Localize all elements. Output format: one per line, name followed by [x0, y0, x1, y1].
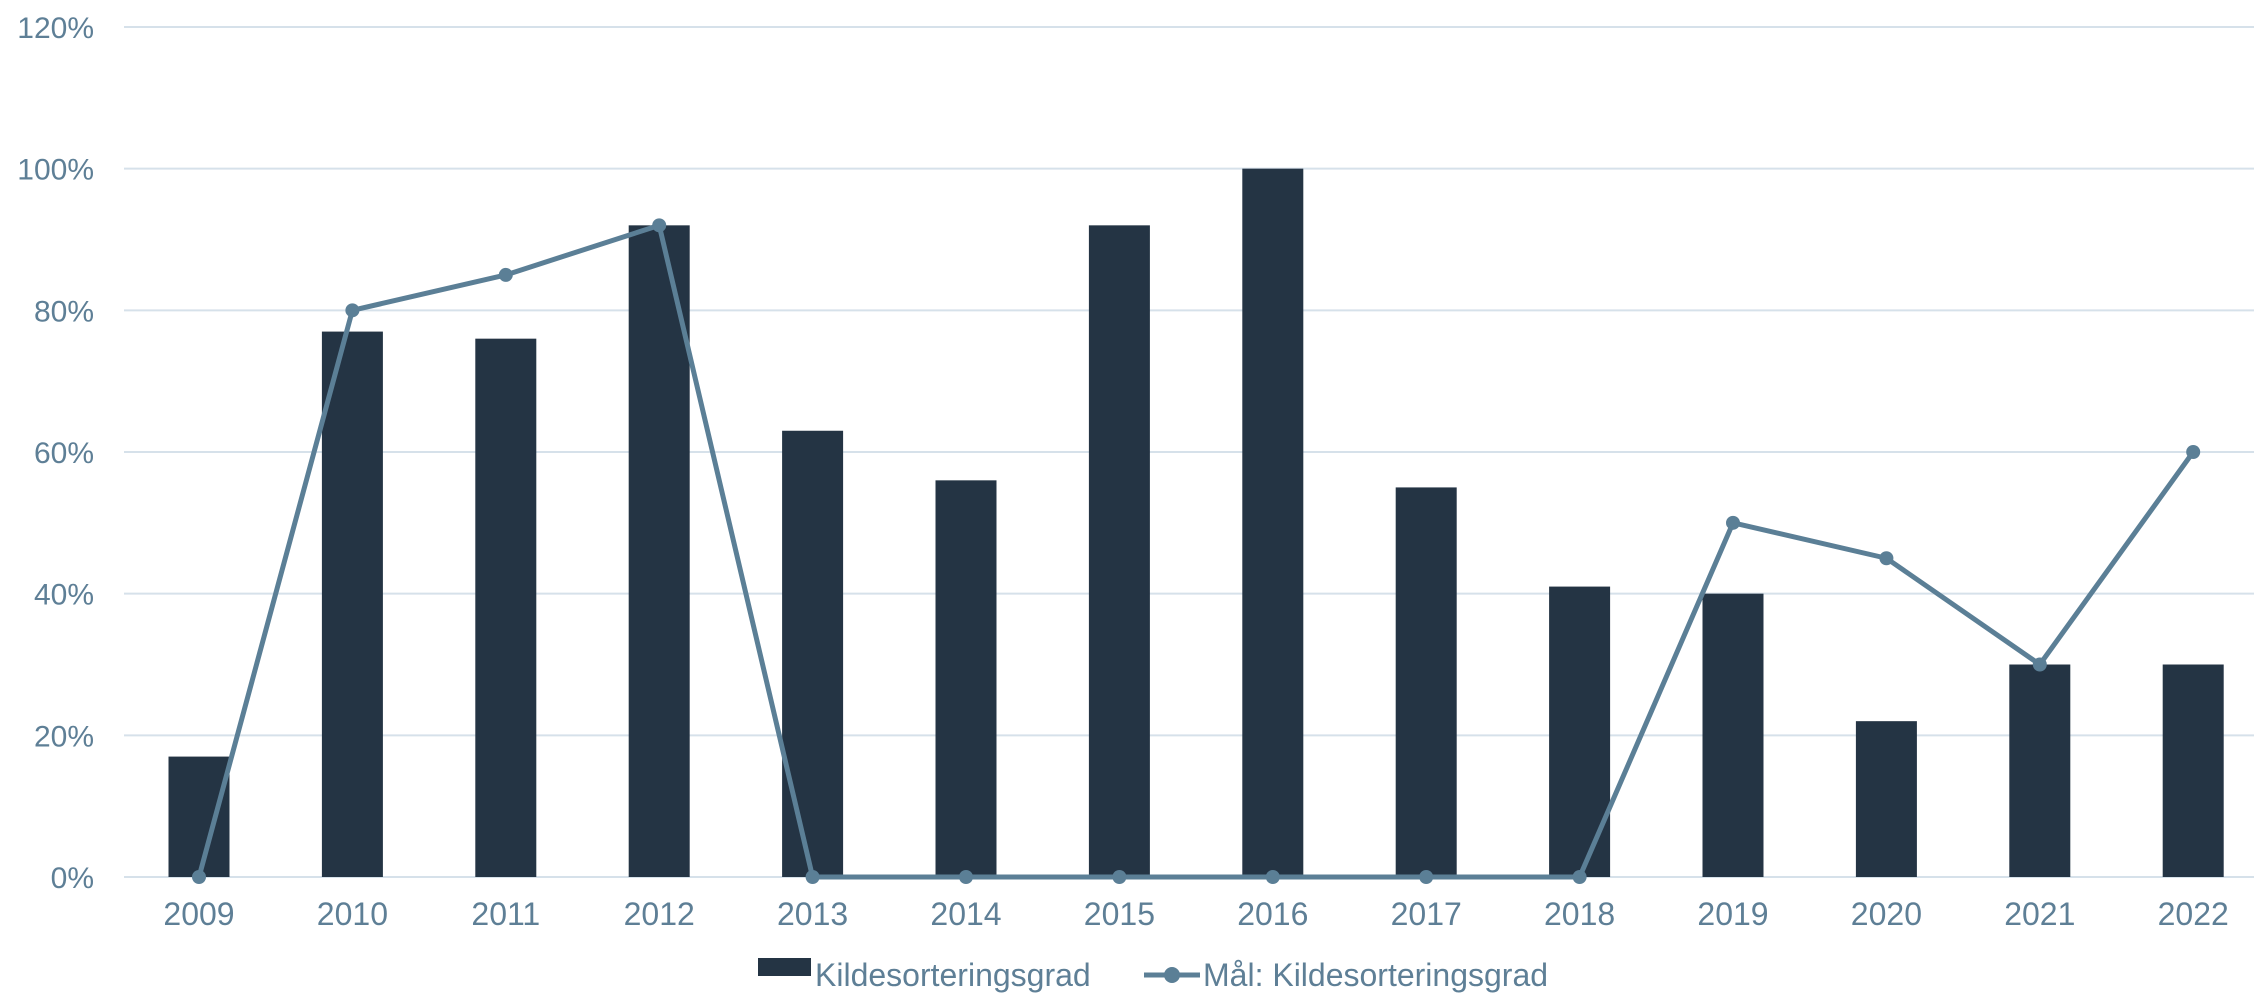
legend-bar-label: Kildesorteringsgrad	[815, 957, 1091, 993]
target-point-2017	[1419, 870, 1434, 884]
x-tick-label: 2018	[1544, 896, 1615, 932]
bar-series	[168, 168, 2224, 878]
bar-2010	[321, 331, 383, 877]
bar-2013	[782, 430, 844, 877]
target-point-2016	[1265, 870, 1280, 884]
legend-bar-swatch	[758, 958, 811, 976]
x-tick-label: 2014	[930, 896, 1001, 932]
y-tick-label: 20%	[34, 720, 94, 753]
x-tick-label: 2020	[1851, 896, 1922, 932]
target-point-2012	[652, 218, 667, 233]
target-point-2013	[805, 870, 820, 884]
target-point-2011	[498, 267, 513, 282]
y-axis-ticks: 0% 20% 40% 60% 80% 100% 120%	[17, 12, 94, 895]
target-point-2022	[2186, 445, 2201, 459]
target-line	[196, 222, 2196, 880]
y-tick-label: 40%	[34, 579, 94, 612]
bar-2019	[1702, 593, 1764, 877]
legend: Kildesorteringsgrad Mål: Kildesorterings…	[758, 957, 1548, 993]
x-tick-label: 2012	[624, 896, 695, 932]
x-tick-label: 2016	[1237, 896, 1308, 932]
x-tick-label: 2011	[471, 896, 540, 932]
y-tick-label: 100%	[17, 154, 94, 187]
x-axis-ticks: 2009 2010 2011 2012 2013 2014 2015 2016 2017 2018…	[163, 896, 2228, 932]
y-tick-label: 60%	[34, 437, 94, 470]
y-tick-label: 80%	[34, 295, 94, 328]
bar-2020	[1855, 721, 1917, 877]
target-point-2020	[1879, 551, 1894, 566]
gridlines	[124, 26, 2254, 878]
bar-2012	[628, 225, 690, 878]
bar-2015	[1088, 225, 1150, 878]
x-tick-label: 2013	[777, 896, 848, 932]
x-tick-label: 2022	[2158, 896, 2229, 932]
bar-2009	[168, 756, 230, 877]
bar-2011	[475, 338, 537, 878]
target-point-2014	[959, 870, 973, 884]
bar-2017	[1395, 487, 1457, 877]
bar-2016	[1242, 168, 1304, 877]
x-tick-label: 2009	[163, 896, 234, 932]
bar-2021	[2009, 664, 2071, 877]
target-point-2015	[1112, 870, 1127, 884]
legend-line-marker	[1164, 967, 1180, 983]
x-tick-label: 2010	[317, 896, 388, 932]
target-point-2019	[1726, 515, 1740, 530]
target-point-2018	[1572, 870, 1587, 884]
x-tick-label: 2021	[2004, 896, 2075, 932]
x-tick-label: 2019	[1697, 896, 1768, 932]
line-series	[192, 218, 2201, 884]
target-point-2009	[192, 870, 206, 884]
target-point-2010	[345, 303, 360, 318]
y-tick-label: 0%	[51, 862, 94, 895]
y-tick-label: 120%	[17, 12, 94, 45]
target-point-2021	[2032, 657, 2047, 672]
x-tick-label: 2017	[1391, 896, 1462, 932]
legend-line-label: Mål: Kildesorteringsgrad	[1203, 957, 1548, 993]
x-tick-label: 2015	[1084, 896, 1155, 932]
bar-2014	[935, 480, 997, 877]
bar-2022	[2162, 664, 2224, 877]
